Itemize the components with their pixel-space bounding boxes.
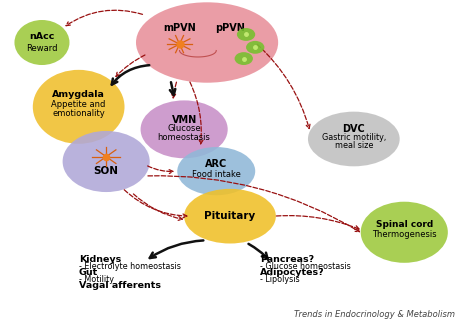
Text: pPVN: pPVN [215,23,244,33]
Circle shape [246,41,264,54]
Ellipse shape [33,70,124,144]
Ellipse shape [14,20,69,65]
Text: - Lipolysis: - Lipolysis [259,275,299,284]
Text: Trends in Endocrinology & Metabolism: Trends in Endocrinology & Metabolism [293,310,454,319]
Text: Adipocytes?: Adipocytes? [259,268,324,277]
Ellipse shape [140,100,227,158]
Text: Spinal cord: Spinal cord [375,220,432,229]
Text: Pituitary: Pituitary [204,211,255,221]
Text: Thermogenesis: Thermogenesis [371,230,436,239]
Ellipse shape [184,189,275,244]
Text: SON: SON [94,166,118,176]
Text: - Motility: - Motility [78,275,113,284]
Text: homeostasis: homeostasis [157,132,210,141]
Ellipse shape [360,202,447,263]
Text: Pancreas?: Pancreas? [259,255,313,264]
Text: emotionality: emotionality [52,109,105,119]
Text: Gut: Gut [78,268,98,277]
Text: DVC: DVC [341,124,364,134]
Text: - Glucose homeostasis: - Glucose homeostasis [259,262,350,271]
Text: Vagal afferents: Vagal afferents [78,281,160,290]
Text: mPVN: mPVN [163,23,196,33]
Text: Kidneys: Kidneys [78,255,121,264]
Text: ARC: ARC [205,159,227,169]
Circle shape [236,28,255,41]
Text: Glucose: Glucose [167,124,201,133]
Text: Gastric motility,: Gastric motility, [321,133,385,142]
Ellipse shape [62,131,150,192]
Ellipse shape [177,147,255,195]
Text: nAcc: nAcc [29,32,55,41]
Text: Food intake: Food intake [191,170,240,179]
Text: Reward: Reward [26,44,57,53]
Ellipse shape [136,2,278,83]
Text: Appetite and: Appetite and [51,100,106,109]
Text: meal size: meal size [334,141,372,150]
Text: Amygdala: Amygdala [52,90,105,99]
Text: VMN: VMN [171,115,196,125]
Circle shape [234,52,252,65]
Text: - Electrolyte homeostasis: - Electrolyte homeostasis [78,262,180,271]
Ellipse shape [307,112,399,166]
